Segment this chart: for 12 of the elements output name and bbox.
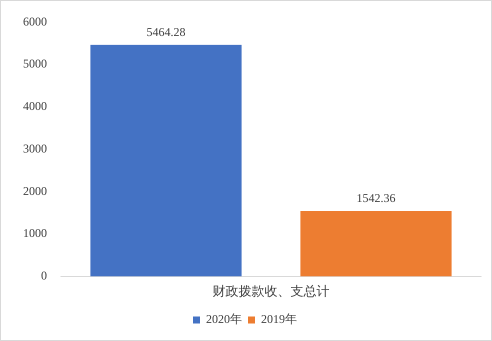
y-tick-label: 5000 bbox=[23, 56, 47, 71]
x-tick-label: 财政拨款收、支总计 bbox=[212, 284, 330, 299]
y-tick-label: 4000 bbox=[23, 99, 47, 114]
y-tick-label: 1000 bbox=[23, 226, 47, 240]
legend-label: 2019年 bbox=[261, 312, 297, 326]
data-label: 5464.28 bbox=[146, 25, 186, 40]
legend-label: 2020年 bbox=[206, 312, 242, 326]
y-tick-label: 2000 bbox=[23, 184, 47, 198]
y-tick-label: 3000 bbox=[23, 141, 47, 156]
y-tick-label: 6000 bbox=[23, 14, 47, 28]
y-tick-label: 0 bbox=[41, 268, 47, 283]
data-label: 1542.36 bbox=[356, 191, 396, 206]
